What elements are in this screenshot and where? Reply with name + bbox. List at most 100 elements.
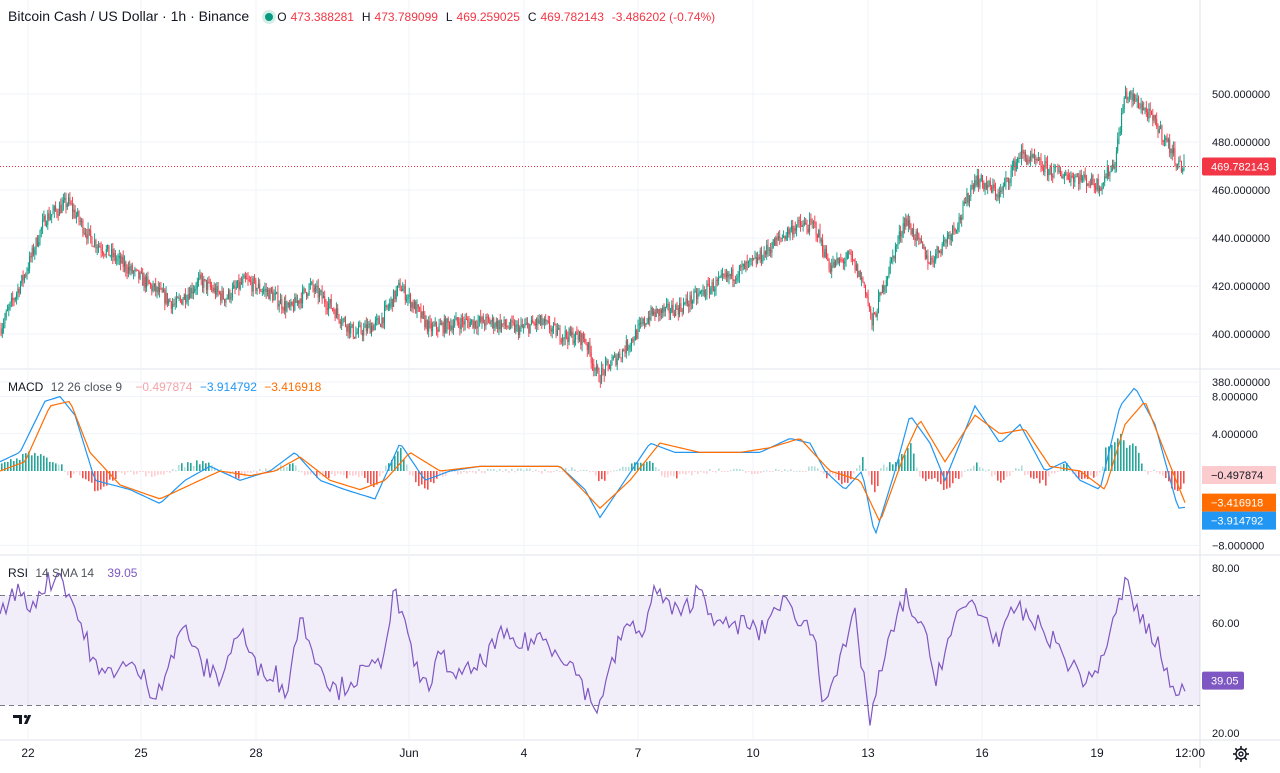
macd-histogram-bar xyxy=(979,467,981,471)
candle-body xyxy=(254,278,255,280)
macd-histogram-bar xyxy=(982,468,984,471)
candle-body xyxy=(966,192,968,204)
candle-body xyxy=(647,317,649,324)
macd-histogram-bar xyxy=(868,471,870,476)
candle-body xyxy=(49,216,51,220)
macd-legend[interactable]: MACD 12 26 close 9 −0.497874 −3.914792 −… xyxy=(8,380,325,394)
macd-histogram-bar xyxy=(502,471,504,472)
candle-body xyxy=(442,323,444,333)
rsi-legend[interactable]: RSI 14 SMA 14 39.05 xyxy=(8,566,141,580)
candle-body xyxy=(764,251,766,255)
macd-histogram-bar xyxy=(988,469,990,471)
candle-body xyxy=(101,250,103,253)
macd-histogram-bar xyxy=(91,471,93,483)
candle-body xyxy=(295,297,297,303)
macd-histogram-bar xyxy=(826,471,828,479)
macd-histogram-bar xyxy=(790,469,792,471)
candle-body xyxy=(545,318,547,322)
candle-body xyxy=(532,319,534,324)
macd-histogram-bar xyxy=(334,471,336,477)
candle-body xyxy=(962,203,964,218)
macd-histogram-bar xyxy=(49,461,51,471)
candle-body xyxy=(816,235,818,238)
candle-body xyxy=(1135,101,1137,103)
macd-histogram-bar xyxy=(577,471,579,472)
candle-body xyxy=(959,216,961,220)
candle-body xyxy=(463,321,465,325)
candle-body xyxy=(410,294,411,308)
macd-histogram-bar xyxy=(304,471,306,476)
candle-body xyxy=(646,323,648,325)
macd-histogram-bar xyxy=(37,455,39,471)
candle-body xyxy=(493,318,495,329)
candle-body xyxy=(100,247,102,251)
candle-body xyxy=(163,289,164,293)
macd-histogram-bar xyxy=(1087,471,1089,480)
macd-histogram-bar xyxy=(976,462,978,471)
macd-histogram-bar xyxy=(928,471,930,479)
macd-histogram-bar xyxy=(724,471,726,472)
candle-body xyxy=(399,282,401,291)
candle-body xyxy=(1083,174,1085,178)
candle-body xyxy=(74,209,76,218)
candle-body xyxy=(1147,111,1149,119)
candle-body xyxy=(140,272,142,274)
candle-body xyxy=(559,328,561,341)
candle-body xyxy=(79,220,81,222)
candle-body xyxy=(384,307,385,324)
candle-body xyxy=(42,219,44,228)
candle-body xyxy=(950,234,952,241)
candle-body xyxy=(341,323,343,325)
macd-histogram-bar xyxy=(211,465,213,471)
symbol-title[interactable]: Bitcoin Cash / US Dollar · 1h · Binance xyxy=(8,8,250,24)
macd-histogram-bar xyxy=(793,471,795,473)
macd-histogram-bar xyxy=(967,469,969,471)
candle-body xyxy=(289,302,291,307)
macd-histogram-bar xyxy=(883,464,885,471)
candle-body xyxy=(625,340,627,354)
candle-body xyxy=(651,307,653,315)
candle-body xyxy=(1126,91,1128,100)
tradingview-logo-icon[interactable] xyxy=(8,708,38,730)
macd-histogram-bar xyxy=(865,468,867,471)
candle-body xyxy=(1138,98,1139,108)
macd-histogram-bar xyxy=(586,469,588,471)
candle-body xyxy=(408,294,410,298)
candle-body xyxy=(540,315,541,321)
macd-histogram-bar xyxy=(520,468,522,471)
macd-histogram-bar xyxy=(886,467,888,471)
candle-body xyxy=(753,258,755,260)
candle-body xyxy=(742,263,744,266)
candle-body xyxy=(666,303,668,308)
candle-body xyxy=(1180,160,1182,172)
macd-tag-label: −3.914792 xyxy=(1211,516,1263,528)
candle-body xyxy=(121,256,123,264)
candle-body xyxy=(701,290,703,292)
macd-histogram-bar xyxy=(112,471,114,481)
candle-body xyxy=(884,286,886,292)
candle-body xyxy=(244,275,246,279)
settings-gear-icon[interactable] xyxy=(1232,745,1250,763)
candle-body xyxy=(413,301,415,309)
macd-histogram-bar xyxy=(286,466,288,471)
candle-body xyxy=(480,316,482,322)
candle-body xyxy=(12,297,14,301)
candle-body xyxy=(888,272,890,277)
candle-body xyxy=(356,332,358,334)
candle-body xyxy=(915,231,917,241)
macd-histogram-bar xyxy=(490,469,492,471)
candle-body xyxy=(1054,166,1056,168)
candle-body xyxy=(3,323,5,329)
candle-body xyxy=(746,261,748,264)
candle-body xyxy=(1100,188,1102,191)
candle-body xyxy=(563,337,565,339)
macd-histogram-bar xyxy=(628,466,630,471)
macd-histogram-bar xyxy=(1150,471,1152,472)
candle-body xyxy=(246,278,248,280)
candle-body xyxy=(1014,160,1016,171)
macd-histogram-bar xyxy=(76,471,78,473)
candle-body xyxy=(130,265,132,271)
macd-histogram-bar xyxy=(661,471,663,476)
